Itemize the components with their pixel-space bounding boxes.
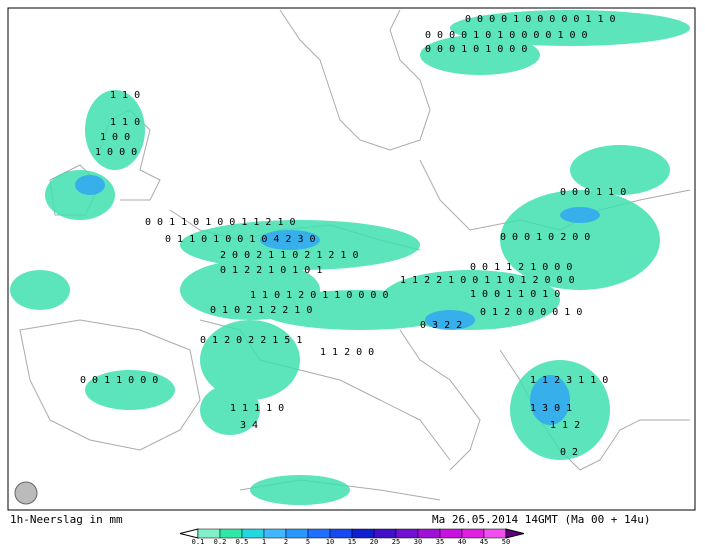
legend-swatch [329, 528, 353, 539]
grid-value: 2 0 0 2 1 1 0 2 1 2 1 0 [220, 250, 358, 261]
legend-label: 25 [392, 538, 400, 546]
legend-label: 10 [326, 538, 334, 546]
precip-heavy [75, 175, 600, 425]
legend-swatch [285, 528, 309, 539]
grid-value: 1 0 0 [100, 132, 130, 143]
grid-value: 3 4 [240, 420, 258, 431]
grid-value: 0 2 [560, 447, 578, 458]
grid-value: 0 0 0 0 1 0 0 0 0 0 1 1 0 [465, 14, 616, 25]
legend-label: 0.5 [236, 538, 249, 546]
grid-value: 0 0 1 1 2 1 0 0 0 [470, 262, 572, 273]
grid-value: 0 0 0 1 0 1 0 0 0 [425, 44, 527, 55]
legend-under [179, 528, 199, 539]
grid-value: 1 1 2 0 0 [320, 347, 374, 358]
precip-areas [10, 10, 690, 505]
legend-label: 15 [348, 538, 356, 546]
caption: 1h-Neerslag in mm [10, 513, 123, 526]
grid-value: 1 1 1 1 0 [230, 403, 284, 414]
legend-label: 30 [414, 538, 422, 546]
legend-swatch [417, 528, 441, 539]
legend-label: 0.1 [192, 538, 205, 546]
grid-value: 1 0 0 0 [95, 147, 137, 158]
legend-label: 5 [306, 538, 310, 546]
legend-swatch [219, 528, 243, 539]
legend-swatch [439, 528, 463, 539]
legend-swatch [307, 528, 331, 539]
grid-value: 1 1 2 [550, 420, 580, 431]
legend-swatch [373, 528, 397, 539]
legend-label: 20 [370, 538, 378, 546]
grid-value: 1 0 0 1 1 0 1 0 [470, 289, 560, 300]
grid-value: 0 1 0 2 1 2 2 1 0 [210, 305, 312, 316]
grid-value: 1 1 0 1 2 0 1 1 0 0 0 0 [250, 290, 388, 301]
grid-value: 1 1 0 [110, 117, 140, 128]
legend-label: 2 [284, 538, 288, 546]
valid-time: Ma 26.05.2014 14GMT (Ma 00 + 14u) [432, 513, 651, 526]
legend-label: 45 [480, 538, 488, 546]
legend-label: 40 [458, 538, 466, 546]
legend-swatch [395, 528, 419, 539]
logo [14, 481, 38, 505]
grid-value: 0 3 2 2 [420, 320, 462, 331]
grid-value: 0 0 1 1 0 0 0 [80, 375, 158, 386]
grid-value: 0 0 0 1 0 2 0 0 [500, 232, 590, 243]
grid-value: 0 0 0 0 1 0 1 0 0 0 0 1 0 0 [425, 30, 588, 41]
grid-value: 0 0 1 1 0 1 0 0 1 1 2 1 0 [145, 217, 296, 228]
grid-value: 1 1 0 [110, 90, 140, 101]
legend-swatch [483, 528, 507, 539]
legend-label: 1 [262, 538, 266, 546]
grid-value: 0 0 0 1 1 0 [560, 187, 626, 198]
legend-swatch [461, 528, 485, 539]
grid-value: 0 1 1 0 1 0 0 1 0 4 2 3 0 [165, 234, 316, 245]
grid-value: 0 1 2 2 1 0 1 0 1 [220, 265, 322, 276]
legend-over [505, 528, 525, 539]
grid-value: 1 1 2 3 1 1 0 [530, 375, 608, 386]
legend-label: 50 [502, 538, 510, 546]
grid-value: 0 1 2 0 2 2 1 5 1 [200, 335, 302, 346]
legend-swatch [197, 528, 221, 539]
grid-value: 0 1 2 0 0 0 0 1 0 [480, 307, 582, 318]
legend-label: 0.2 [214, 538, 227, 546]
legend-swatch [351, 528, 375, 539]
grid-value: 1 1 2 2 1 0 0 1 1 0 1 2 0 0 0 [400, 275, 575, 286]
legend-swatch [241, 528, 265, 539]
legend-swatch [263, 528, 287, 539]
grid-value: 1 3 0 1 [530, 403, 572, 414]
legend-label: 35 [436, 538, 444, 546]
